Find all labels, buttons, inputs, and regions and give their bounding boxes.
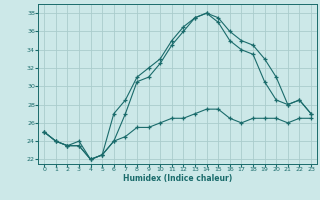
X-axis label: Humidex (Indice chaleur): Humidex (Indice chaleur) (123, 174, 232, 183)
